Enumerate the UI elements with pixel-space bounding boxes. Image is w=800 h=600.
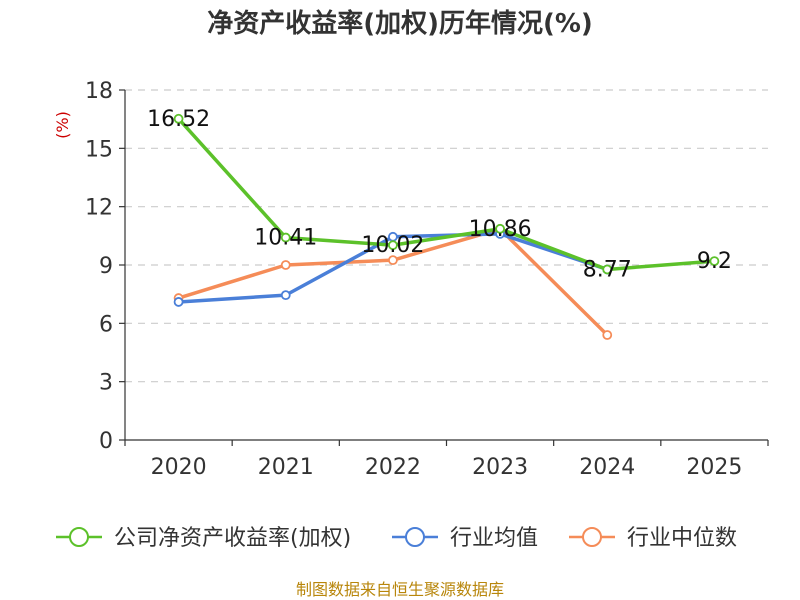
- x-tick-label: 2020: [151, 455, 207, 480]
- y-tick-label: 15: [85, 137, 113, 162]
- y-axis-unit: (%): [53, 111, 72, 139]
- data-point: [602, 264, 613, 275]
- x-tick-label: 2023: [472, 455, 528, 480]
- y-tick-label: 0: [99, 429, 113, 454]
- x-tick-label: 2025: [686, 455, 742, 480]
- source-note: 制图数据来自恒生聚源数据库: [296, 580, 504, 599]
- data-point: [709, 256, 720, 267]
- data-label: 10.41: [254, 226, 317, 251]
- legend-marker: [69, 527, 89, 547]
- x-tick-label: 2021: [258, 455, 314, 480]
- data-point: [280, 260, 291, 270]
- y-tick-label: 9: [99, 254, 113, 279]
- series-points: [173, 113, 720, 340]
- y-tick-label: 3: [99, 371, 113, 396]
- data-label: 16.52: [147, 107, 210, 132]
- x-tick-label: 2024: [579, 455, 635, 480]
- data-point: [173, 297, 184, 307]
- legend-label: 行业均值: [450, 526, 538, 551]
- legend: 公司净资产收益率(加权) 行业均值 行业中位数: [56, 526, 737, 551]
- data-point: [602, 330, 613, 340]
- data-point: [280, 290, 291, 301]
- series-line: [177, 117, 715, 272]
- data-point: [280, 232, 291, 243]
- data-point: [173, 113, 184, 124]
- y-tick-label: 12: [85, 196, 113, 221]
- legend-marker: [582, 527, 602, 547]
- data-label: 10.86: [469, 217, 532, 242]
- legend-label: 行业中位数: [627, 526, 737, 551]
- data-labels: 16.52 10.41 10.02 10.86 8.77 9.2: [147, 107, 732, 283]
- legend-marker: [405, 527, 425, 547]
- data-point: [388, 240, 398, 251]
- data-label: 8.77: [583, 257, 632, 282]
- y-tick-label: 18: [85, 79, 113, 104]
- data-label: 10.02: [361, 233, 424, 258]
- data-label: 9.2: [697, 249, 732, 274]
- axes: 0 3 6 9 12 15 18 2020 2021 2022 2023 2024 2025: [85, 79, 769, 480]
- data-point: [388, 255, 398, 266]
- legend-label: 公司净资产收益率(加权): [114, 526, 351, 551]
- x-tick-label: 2022: [365, 455, 421, 480]
- data-point: [495, 223, 505, 234]
- chart-title: 净资产收益率(加权)历年情况(%): [207, 8, 593, 39]
- y-tick-label: 6: [99, 312, 113, 337]
